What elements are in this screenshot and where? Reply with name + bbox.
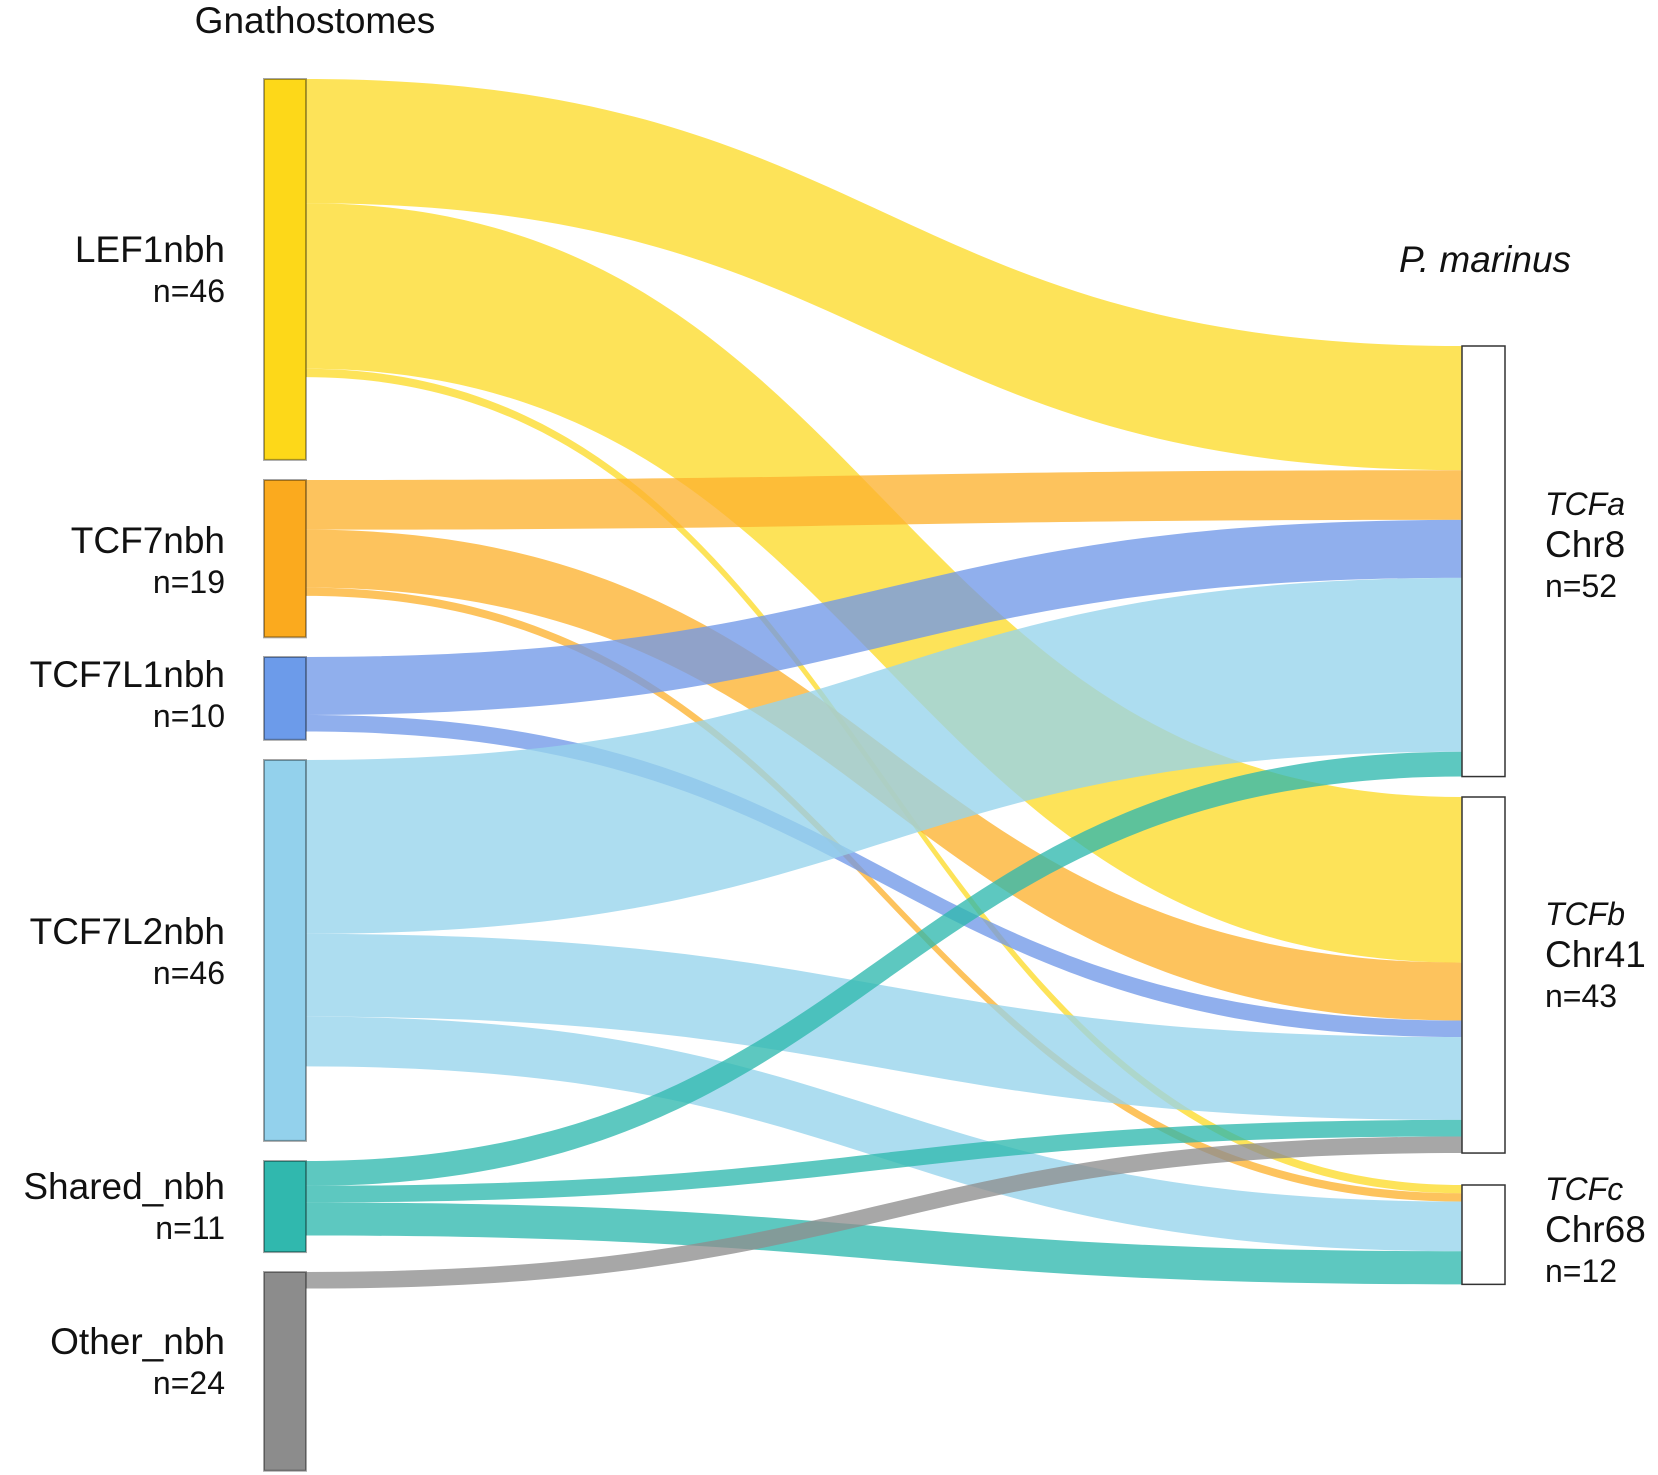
flow-lef1-to-tcfb xyxy=(306,203,1462,963)
right-node-chr-tcfa: Chr8 xyxy=(1545,524,1625,565)
flow-other-to-tcfb xyxy=(306,1136,1462,1289)
left-node-count-other: n=24 xyxy=(153,1365,225,1401)
right-node-tcfb xyxy=(1461,796,1506,1154)
right-node-tcfc xyxy=(1461,1184,1506,1286)
left-node-label-tcf7: TCF7nbh xyxy=(71,520,225,561)
flows-layer xyxy=(306,79,1462,1289)
flow-shared-to-tcfc xyxy=(306,1202,1462,1285)
left-column-title: Gnathostomes xyxy=(195,0,436,41)
flow-lef1-to-tcfa xyxy=(306,79,1462,471)
labels-layer: Gnathostomes P. marinus LEF1nbhn=46TCF7n… xyxy=(23,0,1645,1401)
right-node-count-tcfc: n=12 xyxy=(1545,1253,1617,1289)
flow-shared-to-tcfa xyxy=(306,751,1462,1186)
left-node-other xyxy=(263,1271,307,1472)
right-node-gene-tcfc: TCFc xyxy=(1545,1171,1623,1207)
right-node-count-tcfb: n=43 xyxy=(1545,978,1617,1014)
left-node-count-tcf7l2: n=46 xyxy=(153,955,225,991)
left-node-label-lef1: LEF1nbh xyxy=(75,229,225,270)
right-node-gene-tcfb: TCFb xyxy=(1545,896,1625,932)
left-node-tcf7l1 xyxy=(263,656,307,741)
right-node-tcfa xyxy=(1461,345,1506,778)
flow-tcf7l2-to-tcfb xyxy=(306,933,1462,1120)
left-node-count-tcf7: n=19 xyxy=(153,564,225,600)
right-column-title: P. marinus xyxy=(1399,239,1571,280)
left-node-label-tcf7l1: TCF7L1nbh xyxy=(30,654,225,695)
flow-tcf7l2-to-tcfa xyxy=(306,577,1462,934)
left-node-label-shared: Shared_nbh xyxy=(23,1166,225,1207)
left-node-count-tcf7l1: n=10 xyxy=(153,698,225,734)
flow-tcf7l1-to-tcfa xyxy=(306,519,1462,715)
flow-tcf7-to-tcfa xyxy=(306,470,1462,530)
right-node-chr-tcfc: Chr68 xyxy=(1545,1209,1646,1250)
nodes-layer xyxy=(263,78,1506,1472)
right-node-count-tcfa: n=52 xyxy=(1545,568,1617,604)
right-node-chr-tcfb: Chr41 xyxy=(1545,934,1646,975)
left-node-tcf7l2 xyxy=(263,759,307,1142)
flow-tcf7l1-to-tcfb xyxy=(306,714,1462,1038)
left-node-count-lef1: n=46 xyxy=(153,273,225,309)
left-node-lef1 xyxy=(263,78,307,461)
flow-shared-to-tcfb xyxy=(306,1119,1462,1203)
left-node-tcf7 xyxy=(263,479,307,639)
left-node-shared xyxy=(263,1160,307,1254)
flow-tcf7-to-tcfc xyxy=(306,587,1462,1202)
flow-tcf7l2-to-tcfc xyxy=(306,1016,1462,1252)
left-node-label-tcf7l2: TCF7L2nbh xyxy=(30,911,225,952)
left-node-label-other: Other_nbh xyxy=(50,1321,225,1362)
left-node-count-shared: n=11 xyxy=(155,1210,225,1246)
right-node-gene-tcfa: TCFa xyxy=(1545,486,1625,522)
